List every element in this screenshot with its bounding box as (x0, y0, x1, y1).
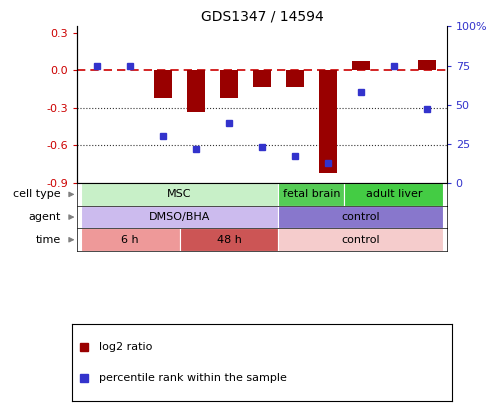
Bar (187, 70, 205, 112)
Bar (154, 70, 172, 98)
Bar (180, 228, 278, 251)
Bar (253, 70, 271, 87)
Text: 48 h: 48 h (217, 235, 242, 245)
Text: log2 ratio: log2 ratio (99, 342, 152, 352)
Bar (278, 228, 443, 251)
Bar (81, 228, 180, 251)
Text: 6 h: 6 h (121, 235, 139, 245)
Text: adult liver: adult liver (366, 190, 422, 199)
Text: percentile rank within the sample: percentile rank within the sample (99, 373, 287, 383)
Bar (81, 183, 278, 206)
Bar (220, 70, 238, 98)
Text: control: control (342, 235, 380, 245)
Bar (319, 70, 337, 173)
Bar (352, 62, 370, 70)
Text: control: control (342, 212, 380, 222)
Text: DMSO/BHA: DMSO/BHA (149, 212, 210, 222)
Bar (278, 183, 344, 206)
Title: GDS1347 / 14594: GDS1347 / 14594 (201, 10, 323, 24)
Bar (344, 183, 443, 206)
Text: MSC: MSC (167, 190, 192, 199)
Text: fetal brain: fetal brain (282, 190, 340, 199)
Text: time: time (35, 235, 61, 245)
Text: agent: agent (28, 212, 61, 222)
Text: cell type: cell type (13, 190, 61, 199)
Bar (81, 206, 278, 228)
Bar (278, 206, 443, 228)
Bar (418, 60, 436, 70)
Bar (286, 70, 304, 87)
